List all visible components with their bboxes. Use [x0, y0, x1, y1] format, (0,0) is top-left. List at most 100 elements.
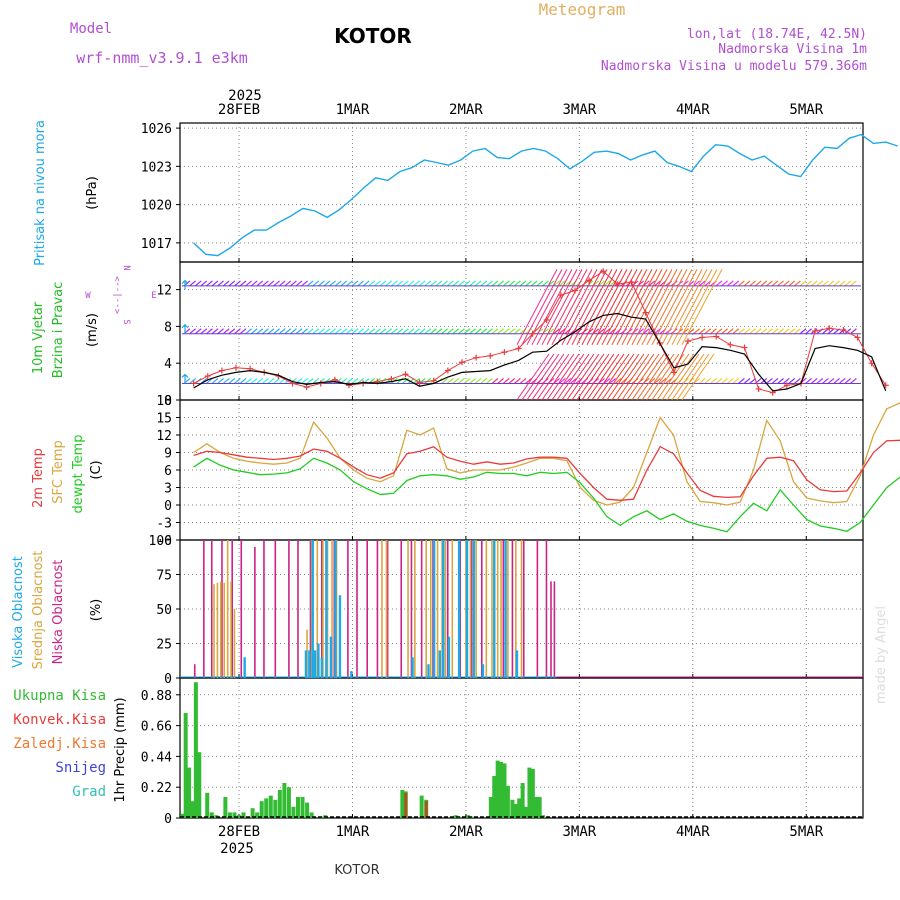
precip-bar: [492, 776, 497, 818]
y-tick-label: 0.44: [141, 750, 172, 765]
wind-barb: [407, 328, 415, 335]
wind-barb: [788, 328, 796, 335]
wind-barb: [239, 280, 247, 287]
wind-barb: [788, 280, 796, 287]
dew-axis-title: dewpt Temp: [71, 434, 86, 513]
wind-barb: [681, 269, 723, 346]
wind-barb: [521, 269, 563, 346]
precip-bar: [250, 808, 255, 818]
wind-barb: [586, 269, 628, 346]
precip-bar: [300, 797, 305, 818]
wind-barb: [570, 377, 577, 384]
wind-barb: [576, 353, 610, 401]
wind-barb: [346, 377, 353, 384]
wind-barb: [362, 328, 370, 335]
wind-barb: [463, 377, 471, 384]
wind-barb: [671, 353, 705, 401]
wind-barb: [601, 353, 635, 401]
wind-barb: [564, 280, 572, 287]
wind-barb: [551, 353, 585, 401]
wind-barb: [469, 328, 476, 335]
wind-barb: [357, 328, 364, 335]
sfc-temp-line: [193, 402, 900, 506]
wind-barb: [402, 280, 409, 287]
y-tick-label: 50: [156, 603, 172, 618]
wind-barb: [301, 328, 308, 335]
wind-barb: [805, 377, 812, 384]
t2m-line: [193, 439, 900, 501]
wind-barb: [469, 280, 476, 287]
wind-barb: [469, 377, 476, 384]
panel-frame: [179, 122, 864, 263]
wind-barb: [641, 269, 683, 346]
y-tick-label: -6: [156, 534, 172, 549]
wind-barb: [641, 353, 675, 401]
wind-barb: [290, 328, 297, 335]
wind-barb: [553, 328, 560, 335]
wind-barb: [306, 280, 314, 287]
wind-barb: [273, 377, 280, 384]
wind-barb: [480, 280, 488, 287]
wind-barb: [480, 328, 488, 335]
wind-barb: [323, 328, 331, 335]
wind-barb: [766, 377, 773, 384]
wind-barb: [827, 280, 835, 287]
cloud-unit: (%): [89, 599, 104, 622]
wind-barb: [250, 377, 258, 384]
wind-barb: [616, 353, 650, 401]
wind-barb: [446, 377, 454, 384]
wind-barb: [234, 280, 241, 287]
precip-bar: [530, 769, 535, 818]
wind-barb: [561, 269, 603, 346]
wind-barb: [726, 377, 734, 384]
wind-barb: [596, 353, 630, 401]
wind-barb: [816, 377, 824, 384]
precip-legend-item: Grad: [72, 784, 106, 800]
precip-bar: [282, 783, 287, 818]
wind-barb: [222, 280, 230, 287]
coords-label: lon,lat (18.74E, 42.5N): [687, 27, 867, 42]
wind-barb: [606, 269, 648, 346]
wind-barb: [323, 280, 331, 287]
high-cloud-axis-title: Visoka Oblacnost: [11, 556, 26, 668]
wind-barb: [245, 280, 252, 287]
wind-barb: [514, 377, 521, 384]
wind-barb: [256, 280, 264, 287]
wind-barb: [611, 269, 653, 346]
wind-barb: [390, 328, 398, 335]
wind-barb: [497, 377, 504, 384]
pressure-line: [193, 133, 898, 257]
wind-barb: [558, 280, 566, 287]
wind-barb: [648, 377, 656, 384]
bottom-date-label: 28FEB: [218, 824, 260, 840]
wind-barb: [661, 269, 703, 346]
precip-bar: [524, 806, 529, 818]
wind-barb: [636, 353, 670, 401]
wind-barb: [351, 280, 359, 287]
precip-bar: [187, 767, 192, 818]
wind-barb: [698, 280, 706, 287]
wind-barb: [754, 328, 762, 335]
bottom-date-label: 1MAR: [336, 824, 370, 840]
wind-barb: [777, 328, 784, 335]
compass-w: W: [85, 291, 91, 301]
top-date-label: 3MAR: [563, 102, 597, 118]
wind-barb: [200, 280, 208, 287]
precip-bar: [305, 802, 310, 818]
wind-barb: [598, 328, 605, 335]
wind-barb: [838, 377, 846, 384]
wind-barb: [546, 269, 588, 346]
y-tick-label: 12: [156, 284, 172, 299]
precip-bar: [236, 815, 241, 818]
wind-barb: [749, 377, 756, 384]
wind-barb: [228, 328, 236, 335]
wind-barb: [267, 280, 275, 287]
wind-barb: [206, 280, 213, 287]
bottom-date-label: 3MAR: [563, 824, 597, 840]
bottom-date-label: 5MAR: [789, 824, 823, 840]
wind-barb: [525, 377, 532, 384]
wind-barb: [234, 377, 241, 384]
wind-barb: [458, 328, 465, 335]
wind-barb: [743, 280, 751, 287]
wind-barb: [551, 269, 593, 346]
